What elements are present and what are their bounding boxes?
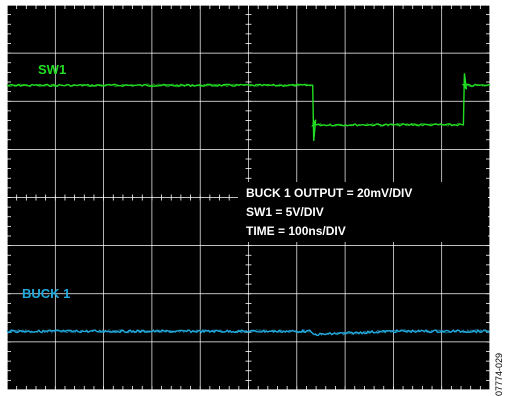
settings-box bbox=[238, 182, 488, 242]
setting-buck1-scale: BUCK 1 OUTPUT = 20mV/DIV bbox=[246, 186, 412, 200]
setting-time-scale: TIME = 100ns/DIV bbox=[246, 224, 346, 238]
buck1-label: BUCK 1 bbox=[22, 286, 70, 301]
sw1-label: SW1 bbox=[38, 62, 66, 77]
setting-sw1-scale: SW1 = 5V/DIV bbox=[246, 205, 324, 219]
figure-id: 07774-029 bbox=[494, 352, 504, 396]
buck1-trace-persist bbox=[6, 328, 490, 337]
sw1-trace-persist bbox=[6, 73, 491, 141]
